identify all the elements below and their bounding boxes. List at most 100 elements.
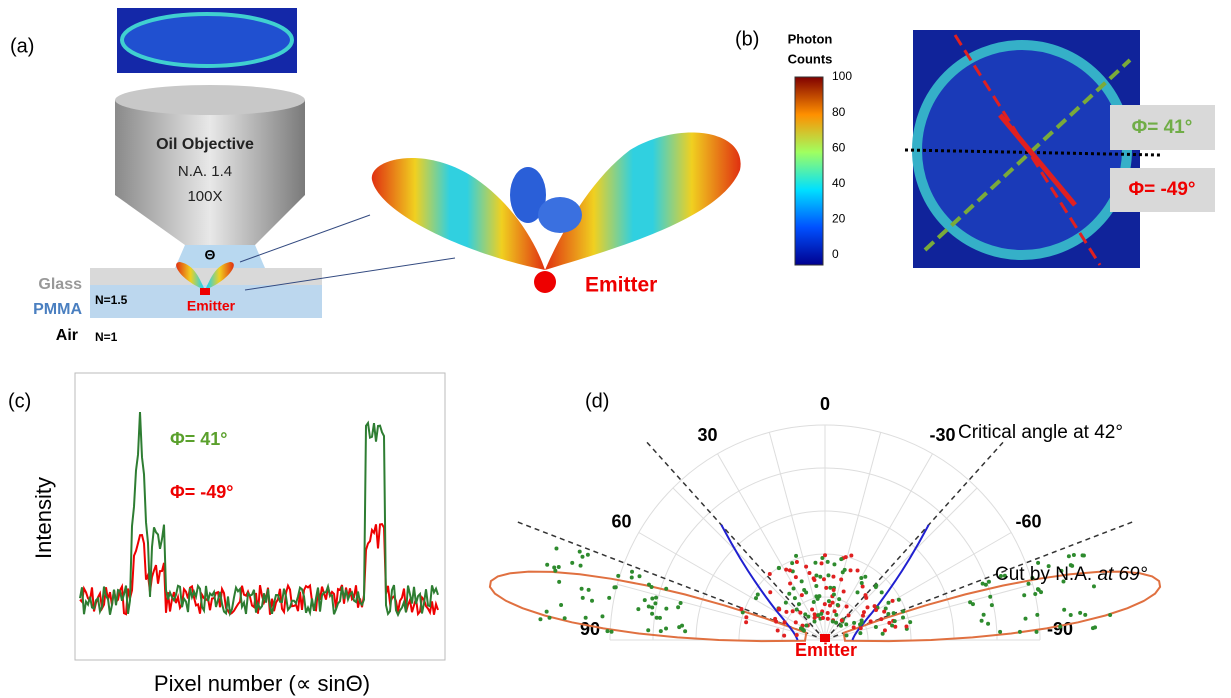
data-dot [1061,579,1066,584]
colorbar [794,76,824,266]
data-dot [664,606,669,611]
lobe [488,570,808,643]
label-box [1110,105,1215,150]
data-dot [986,621,991,626]
data-dot [600,614,605,619]
data-dot [782,620,787,625]
data-dot [803,612,808,617]
data-dot [841,589,846,594]
data-dot [585,552,590,557]
data-dot [998,629,1003,634]
polar-grid [768,432,826,641]
data-dot [654,595,659,600]
data-dot [547,615,552,620]
data-dot [1026,581,1031,586]
data-dot [646,628,651,633]
boundary-line [824,438,1007,641]
data-dot [981,612,986,617]
index: N=1.5 [95,293,128,307]
boundary-line [643,438,826,641]
data-dot [887,620,892,625]
data-dot [883,606,888,611]
data-dot [1030,575,1035,580]
data-dot [879,590,884,595]
phi-label: Φ= -49° [1128,179,1195,200]
data-dot [819,561,824,566]
data-dot [556,564,561,569]
data-dot [825,559,830,564]
data-dot [657,615,662,620]
data-dot [554,546,559,551]
data-dot [783,600,788,605]
data-dot [891,611,896,616]
annotation-part: Cut by N.A. [995,564,1092,585]
colorbar-tick-label: 60 [832,140,846,154]
data-dot [844,633,849,638]
data-dot [570,560,575,565]
data-dot [823,553,828,558]
data-dot [873,624,878,629]
objective [115,100,305,245]
data-dot [839,557,844,562]
data-dot [827,603,832,608]
data-dot [831,587,836,592]
colorbar-tick-label: 20 [832,212,846,226]
data-dot [821,577,826,582]
data-dot [831,592,836,597]
data-dot [1002,573,1007,578]
data-dot [812,612,817,617]
data-dot [851,625,856,630]
data-dot [580,554,585,559]
data-dot [559,603,564,608]
data-dot [612,585,617,590]
layer: Air [56,327,78,344]
polar-grid [824,453,933,641]
data-dot [818,574,823,579]
data-dot [832,562,837,567]
colorbar-tick-label: 0 [832,247,839,261]
data-dot [562,616,567,621]
annotation: Cut by N.A. at 69° [995,564,1148,585]
data-dot [775,628,780,633]
data-dot [858,626,863,631]
panel-d: (d) 0 30 -30 60 -60 90 -90 Critical angle at 4… [488,390,1162,660]
data-dot [874,583,879,588]
data-dot [861,613,866,618]
data-dot [814,583,819,588]
y-axis-label: Intensity [31,477,56,559]
emitter-marker [820,634,830,642]
data-dot [654,615,659,620]
zoom-line [244,257,456,291]
data-dot [794,607,799,612]
data-dot [813,560,818,565]
arrow [998,113,1077,207]
data-dot [658,629,663,634]
colorbar-tick-label: 100 [832,69,852,83]
data-dot [801,628,806,633]
data-dot [980,581,985,586]
data-dot [577,549,582,554]
data-dot [840,570,845,575]
objective-name: Oil Objective [156,136,254,153]
data-dot [859,620,864,625]
data-dot [790,561,795,566]
data-dot [835,602,840,607]
data-dot [583,615,588,620]
theta: Θ [205,247,216,263]
angle-label: -30 [929,425,955,445]
angle-label: 30 [697,425,717,445]
data-dot [1022,593,1027,598]
polar-grid [717,453,826,641]
data-dot [1058,624,1063,629]
index: N=1 [95,330,118,344]
colorbar-tick-label: 40 [832,176,846,190]
data-dot [799,579,804,584]
data-dot [1034,629,1039,634]
data-dot [636,607,641,612]
objective-mag: 100X [187,188,222,205]
data-dot [890,623,895,628]
data-dot [859,576,864,581]
lobe [842,570,1162,643]
trace [79,522,439,617]
